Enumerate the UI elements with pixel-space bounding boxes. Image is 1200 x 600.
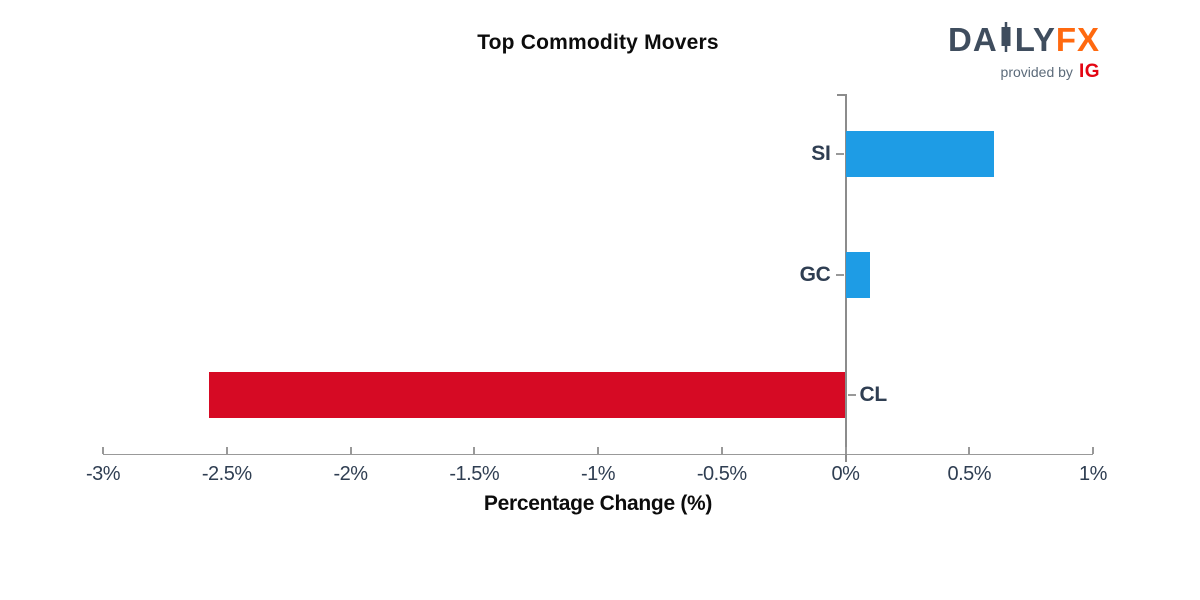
x-tick-label--1%: -1% [580, 463, 616, 485]
x-tick--1% [597, 447, 599, 454]
chart-title: Top Commodity Movers [477, 31, 719, 54]
x-tick--2.5% [225, 447, 228, 454]
x-tick-label--0.5%: -0.5% [696, 463, 747, 485]
category-label-cl: CL [859, 382, 888, 406]
logo-subline: provided by IG [948, 61, 1100, 83]
x-axis-title: Percentage Change (%) [483, 492, 713, 515]
x-tick--2% [349, 447, 352, 454]
x-tick-0.5% [968, 447, 971, 454]
x-tick-1% [1092, 447, 1094, 454]
category-tick-gc [835, 273, 844, 276]
logo-text-da: DA [948, 21, 998, 58]
x-tick-label--3%: -3% [85, 463, 121, 485]
zero-baseline-cap [836, 94, 846, 96]
bar-gc [845, 251, 871, 298]
x-tick-label-1%: 1% [1079, 463, 1107, 485]
dailyfx-wordmark: DA LY FX [948, 22, 1100, 57]
ig-logo-text: IG [1078, 61, 1100, 82]
dailyfx-logo: DA LY FX provided by IG [948, 22, 1100, 83]
x-tick-label--2.5%: -2.5% [201, 463, 252, 485]
category-label-si: SI [811, 142, 831, 166]
x-tick-label-0%: 0% [831, 463, 860, 485]
logo-text-ly: LY [1014, 21, 1056, 58]
x-tick--1.5% [473, 447, 476, 454]
category-tick-si [835, 153, 844, 156]
x-tick-label-0.5%: 0.5% [947, 463, 992, 485]
x-tick--0.5% [720, 447, 723, 454]
x-tick-label--1.5%: -1.5% [449, 463, 500, 485]
provided-by-text: provided by [1000, 64, 1073, 80]
plot-area: SI GC CL -3% -2.5% -2% -1.5% -1% -0.5% 0% 0.5% 1% [86, 94, 1107, 485]
x-tick--3% [102, 447, 104, 454]
x-axis-line [103, 454, 1093, 455]
logo-text-fx: FX [1055, 21, 1100, 58]
category-tick-cl [847, 393, 856, 396]
x-tick-0% [844, 447, 847, 454]
candlestick-icon [1000, 22, 1012, 57]
category-label-gc: GC [799, 262, 831, 286]
bar-si [845, 131, 994, 178]
x-tick-label--2%: -2% [333, 463, 368, 485]
bar-cl [209, 371, 846, 418]
